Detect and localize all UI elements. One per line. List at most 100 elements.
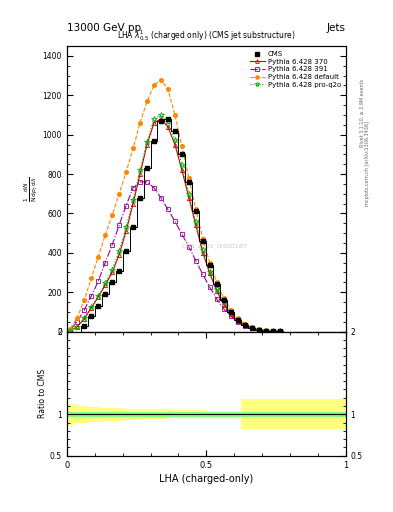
Pythia 6.428 391 (187, 244, 191, 250)
Pythia 6.428 default (117, 190, 121, 197)
Pythia 6.428 370 (96, 294, 101, 300)
Pythia 6.428 pro-q2o (138, 167, 142, 173)
Pythia 6.428 default (228, 307, 233, 313)
CMS (117, 267, 121, 273)
CMS (138, 195, 142, 201)
Pythia 6.428 default (138, 120, 142, 126)
Pythia 6.428 pro-q2o (145, 138, 149, 144)
Pythia 6.428 pro-q2o (75, 324, 80, 330)
CMS (187, 179, 191, 185)
Pythia 6.428 391 (165, 206, 170, 212)
Pythia 6.428 default (75, 315, 80, 321)
Pythia 6.428 370 (131, 201, 136, 207)
Pythia 6.428 391 (131, 185, 136, 191)
Pythia 6.428 370 (103, 282, 108, 288)
Pythia 6.428 370 (180, 167, 184, 173)
CMS (165, 116, 170, 122)
Pythia 6.428 default (249, 324, 254, 330)
Pythia 6.428 391 (221, 306, 226, 312)
Pythia 6.428 pro-q2o (249, 325, 254, 331)
Line: Pythia 6.428 default: Pythia 6.428 default (68, 77, 282, 333)
Pythia 6.428 391 (180, 231, 184, 237)
Pythia 6.428 default (110, 212, 114, 219)
Pythia 6.428 370 (89, 305, 94, 311)
Pythia 6.428 370 (159, 116, 163, 122)
Text: CMS_2021_I1920187: CMS_2021_I1920187 (182, 243, 248, 249)
Pythia 6.428 391 (228, 313, 233, 319)
Pythia 6.428 pro-q2o (110, 266, 114, 272)
Pythia 6.428 default (270, 328, 275, 334)
Pythia 6.428 370 (200, 250, 205, 256)
Pythia 6.428 pro-q2o (165, 119, 170, 125)
Pythia 6.428 391 (96, 279, 101, 285)
Pythia 6.428 370 (75, 324, 80, 330)
Pythia 6.428 pro-q2o (228, 310, 233, 316)
Pythia 6.428 pro-q2o (221, 300, 226, 306)
Legend: CMS, Pythia 6.428 370, Pythia 6.428 391, Pythia 6.428 default, Pythia 6.428 pro-: CMS, Pythia 6.428 370, Pythia 6.428 391,… (248, 50, 342, 89)
Pythia 6.428 391 (145, 179, 149, 185)
CMS (180, 151, 184, 157)
Pythia 6.428 default (159, 76, 163, 82)
Pythia 6.428 391 (208, 284, 212, 290)
Text: Jets: Jets (327, 23, 346, 33)
Line: Pythia 6.428 370: Pythia 6.428 370 (68, 117, 282, 333)
Pythia 6.428 default (215, 279, 219, 285)
Pythia 6.428 pro-q2o (277, 328, 282, 334)
Pythia 6.428 391 (256, 327, 261, 333)
Pythia 6.428 default (145, 98, 149, 104)
CMS (110, 279, 114, 285)
Pythia 6.428 default (173, 112, 177, 118)
Pythia 6.428 pro-q2o (256, 327, 261, 333)
Pythia 6.428 370 (263, 328, 268, 334)
Pythia 6.428 391 (110, 242, 114, 248)
Pythia 6.428 pro-q2o (159, 112, 163, 118)
Pythia 6.428 default (277, 328, 282, 334)
Pythia 6.428 pro-q2o (208, 268, 212, 274)
Pythia 6.428 default (242, 321, 247, 327)
Text: LHA $\lambda^{1}_{0.5}$ (charged only) (CMS jet substructure): LHA $\lambda^{1}_{0.5}$ (charged only) (… (117, 28, 296, 43)
Pythia 6.428 pro-q2o (152, 116, 156, 122)
Pythia 6.428 370 (193, 222, 198, 228)
Pythia 6.428 default (221, 295, 226, 301)
Pythia 6.428 default (68, 326, 73, 332)
CMS (242, 322, 247, 328)
Pythia 6.428 391 (263, 328, 268, 334)
Line: Pythia 6.428 391: Pythia 6.428 391 (68, 180, 282, 333)
Pythia 6.428 370 (68, 328, 73, 334)
CMS (249, 325, 254, 331)
Pythia 6.428 370 (187, 195, 191, 201)
Pythia 6.428 pro-q2o (270, 328, 275, 334)
Pythia 6.428 391 (75, 318, 80, 325)
Pythia 6.428 default (263, 327, 268, 333)
Y-axis label: Ratio to CMS: Ratio to CMS (38, 369, 47, 418)
CMS (96, 303, 101, 309)
Pythia 6.428 pro-q2o (103, 280, 108, 286)
Pythia 6.428 pro-q2o (173, 137, 177, 143)
CMS (103, 291, 108, 297)
Pythia 6.428 391 (89, 293, 94, 299)
CMS (131, 224, 136, 230)
Pythia 6.428 pro-q2o (82, 315, 86, 321)
CMS (215, 281, 219, 287)
Pythia 6.428 pro-q2o (131, 197, 136, 203)
Pythia 6.428 default (235, 315, 240, 321)
Pythia 6.428 370 (138, 171, 142, 177)
Pythia 6.428 pro-q2o (180, 162, 184, 168)
CMS (159, 118, 163, 124)
Pythia 6.428 default (193, 206, 198, 212)
Pythia 6.428 pro-q2o (89, 304, 94, 310)
Line: CMS: CMS (83, 117, 281, 333)
Pythia 6.428 default (187, 175, 191, 181)
Pythia 6.428 pro-q2o (117, 248, 121, 254)
Pythia 6.428 370 (249, 325, 254, 331)
Pythia 6.428 pro-q2o (68, 328, 73, 334)
X-axis label: LHA (charged-only): LHA (charged-only) (159, 474, 253, 484)
Pythia 6.428 pro-q2o (96, 293, 101, 299)
Pythia 6.428 391 (235, 318, 240, 325)
CMS (221, 297, 226, 303)
Pythia 6.428 pro-q2o (235, 317, 240, 323)
Pythia 6.428 370 (270, 328, 275, 334)
Pythia 6.428 default (165, 87, 170, 93)
Pythia 6.428 391 (152, 185, 156, 191)
Pythia 6.428 391 (249, 325, 254, 331)
